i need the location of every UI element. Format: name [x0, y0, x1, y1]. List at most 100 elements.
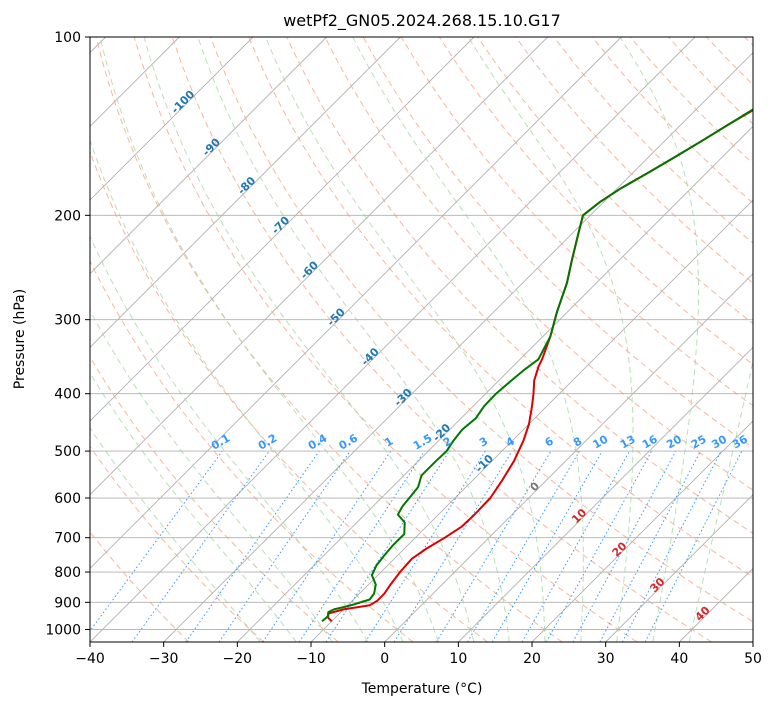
x-tick-label: −10	[296, 651, 326, 667]
moist-adiabat	[90, 427, 261, 642]
mixing-ratio-label: 10	[591, 432, 611, 451]
y-tick-label: 800	[54, 565, 81, 581]
moist-adiabat	[352, 37, 584, 642]
mixing-ratio-line	[185, 450, 320, 642]
mixing-ratio-line	[364, 450, 486, 642]
isotherm-label: -100	[169, 87, 198, 116]
mixing-ratio-line	[298, 450, 425, 642]
dry-adiabat	[133, 37, 638, 642]
mixing-ratio-label: 0.4	[306, 431, 330, 452]
isotherm-line	[384, 273, 753, 642]
mixing-ratio-label: 20	[664, 432, 684, 451]
x-tick-label: 10	[449, 651, 467, 667]
dry-adiabat	[248, 37, 753, 578]
plot-frame	[89, 36, 754, 643]
y-tick-label: 200	[54, 208, 81, 224]
isotherm-label: -70	[269, 214, 292, 237]
mixing-ratio-label: 0.1	[209, 432, 232, 453]
line-labels: 0.1 0.2 0.4 0.6 1 1.5 2 3 4 6 8 10 13 16 20 25 30 36-100-…	[169, 87, 751, 623]
pressure-grid	[90, 37, 753, 630]
mixing-ratio-line	[218, 450, 351, 642]
isotherm-label: -30	[392, 386, 415, 409]
dry-adiabat	[90, 445, 264, 642]
dry-adiabat	[95, 37, 563, 642]
isotherm-line	[531, 420, 753, 642]
dry-adiabat	[286, 37, 753, 534]
x-tick-label: 40	[670, 651, 688, 667]
dry-adiabat	[90, 531, 190, 642]
isotherm-line	[458, 346, 753, 642]
mixing-ratio-line	[262, 450, 392, 642]
isotherm-line	[237, 125, 753, 642]
dry-adiabat	[90, 356, 339, 642]
moist-adiabat	[99, 37, 439, 642]
dry-adiabat	[706, 37, 753, 86]
moist-adiabat	[197, 37, 510, 642]
dry-adiabat	[515, 37, 753, 284]
isotherm-label: -90	[200, 135, 223, 158]
x-tick-label: −20	[223, 651, 253, 667]
x-tick-label: 20	[523, 651, 541, 667]
mixing-ratio-line	[325, 450, 450, 642]
x-axis-ticks: −40 −30 −20 −10 0 10 20 30 40 50	[75, 642, 762, 667]
isotherm-label: -50	[325, 305, 348, 328]
mixing-ratio-label: 3	[477, 435, 490, 450]
mixing-ratio-label: 6	[543, 434, 556, 449]
mixing-ratio-line	[521, 450, 630, 642]
isotherm-line	[90, 37, 254, 201]
mixing-ratio-line	[572, 450, 677, 642]
moist-adiabat	[143, 37, 475, 642]
mixing-ratio-line	[491, 450, 603, 642]
isotherm-line	[90, 37, 622, 569]
isotherm-line	[679, 567, 753, 642]
isotherm-label: 10	[569, 506, 589, 526]
moist-adiabat	[265, 37, 546, 642]
isotherm-label: 30	[648, 575, 668, 595]
moist-adiabat	[467, 37, 634, 642]
y-axis-ticks: 100 200 300 400 500 600 700 800 900 1000	[45, 30, 90, 638]
isotherm-line	[90, 37, 696, 642]
x-tick-label: 0	[380, 651, 389, 667]
moist-adiabat	[90, 309, 333, 642]
x-tick-label: 50	[744, 651, 762, 667]
x-tick-label: −40	[75, 651, 105, 667]
isotherm-line	[163, 52, 753, 642]
dry-adiabat	[324, 37, 753, 491]
mixing-ratio-label: 8	[571, 435, 584, 450]
y-tick-label: 400	[54, 387, 81, 403]
mixing-ratio-label: 13	[618, 433, 638, 452]
y-tick-label: 100	[54, 30, 81, 46]
moist-adiabat	[619, 37, 699, 642]
mixing-ratio-label: 30	[709, 432, 729, 451]
x-axis-title: Temperature (°C)	[361, 681, 483, 697]
isotherm-label: -10	[473, 452, 496, 475]
dry-adiabat	[744, 37, 753, 47]
moist-adiabat	[90, 235, 369, 642]
isotherm-label: -40	[359, 345, 382, 368]
isotherm-line	[605, 494, 753, 642]
dry-adiabat	[210, 37, 753, 623]
mixing-ratio-line	[131, 450, 270, 642]
isotherm-label: 40	[693, 604, 713, 624]
dry-adiabat	[553, 37, 753, 244]
y-axis-title: Pressure (hPa)	[12, 289, 28, 389]
isotherm-line	[90, 37, 548, 496]
y-tick-label: 500	[54, 444, 81, 460]
mixing-ratio-line	[467, 450, 580, 642]
chart-title: wetPf2_GN05.2024.268.15.10.G17	[283, 11, 561, 31]
x-tick-label: 30	[597, 651, 615, 667]
y-tick-label: 600	[54, 491, 81, 507]
y-tick-label: 1000	[45, 622, 81, 638]
moist-adiabat	[90, 138, 404, 642]
isotherm-label: -60	[298, 258, 321, 281]
mixing-ratio-line	[393, 450, 513, 642]
mixing-ratio-label: 16	[640, 432, 660, 451]
moist-adiabat	[688, 358, 753, 642]
dry-adiabat	[90, 259, 414, 642]
sounding-series	[321, 108, 753, 623]
isotherm-line	[90, 37, 475, 422]
moist-adiabat	[90, 371, 297, 642]
isotherm-line	[752, 641, 753, 642]
isotherm-line	[90, 37, 401, 348]
